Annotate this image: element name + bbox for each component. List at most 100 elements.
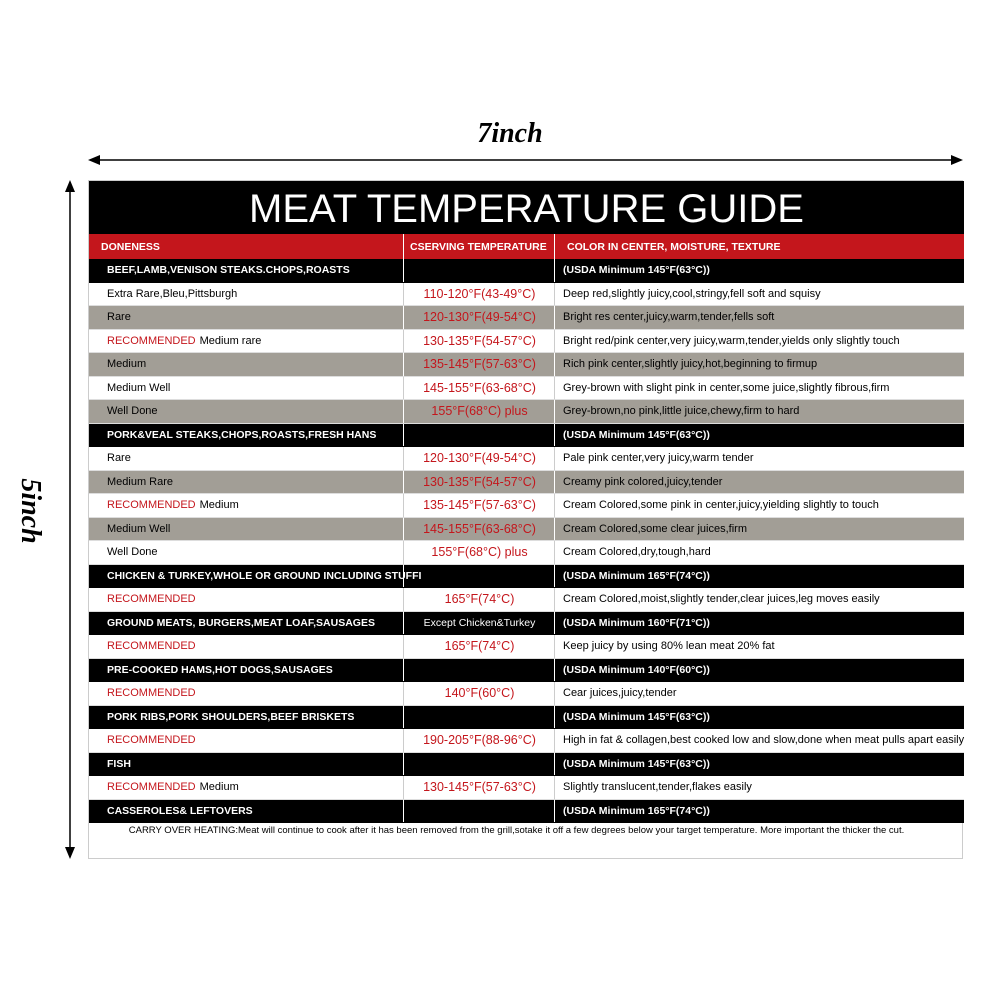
description-cell: Rich pink center,slightly juicy,hot,begi… [554, 353, 973, 376]
doneness-cell: Well Done [89, 400, 421, 423]
temperature-cell [403, 799, 555, 822]
temperature-cell: 120-130°F(49-54°C) [403, 306, 555, 329]
description-cell: Bright red/pink center,very juicy,warm,t… [554, 329, 973, 352]
table-row: RECOMMENDED Medium 130-145°F(57-63°C) Sligh… [89, 776, 964, 800]
doneness-cell: RECOMMENDED Medium rare [89, 330, 421, 353]
table-row: RECOMMENDED 190-205°F(88-96°C) High in fat… [89, 729, 964, 753]
table-row: Extra Rare,Bleu,Pittsburgh 110-120°F(43-4… [89, 282, 964, 306]
description-cell: Creamy pink colored,juicy,tender [554, 470, 973, 493]
doneness-text: Medium Well [107, 522, 171, 535]
doneness-cell: PRE-COOKED HAMS,HOT DOGS,SAUSAGES [89, 659, 421, 682]
description-cell: (USDA Minimum 145°F(63°C)) [554, 259, 973, 282]
doneness-cell: PORK&VEAL STEAKS,CHOPS,ROASTS,FRESH HANS [89, 424, 421, 447]
recommended-tag: RECOMMENDED [107, 593, 196, 606]
doneness-text: Medium rare [199, 334, 262, 347]
table-row: PRE-COOKED HAMS,HOT DOGS,SAUSAGES (USDA M… [89, 658, 964, 682]
table-row: Medium Well 145-155°F(63-68°C) Grey-brown … [89, 376, 964, 400]
temperature-cell [403, 658, 555, 681]
doneness-text: FISH [107, 757, 131, 770]
title: MEAT TEMPERATURE GUIDE [89, 181, 964, 234]
doneness-text: Rare [107, 452, 131, 465]
description-cell: Keep juicy by using 80% lean meat 20% fa… [554, 635, 973, 658]
table-row: RECOMMENDED 140°F(60°C) Cear juices,juicy,… [89, 682, 964, 706]
table-row: RECOMMENDED Medium 135-145°F(57-63°C) Cream… [89, 494, 964, 518]
doneness-cell: GROUND MEATS, BURGERS,MEAT LOAF,SAUSAGES [89, 612, 421, 635]
recommended-tag: RECOMMENDED [107, 687, 196, 700]
doneness-cell: Medium Well [89, 377, 421, 400]
height-label: 5inch [15, 478, 46, 544]
doneness-text: GROUND MEATS, BURGERS,MEAT LOAF,SAUSAGES [107, 616, 375, 629]
doneness-cell: RECOMMENDED [89, 588, 421, 611]
table-row: Medium Rare 130-135°F(54-57°C) Creamy pink… [89, 470, 964, 494]
description-cell: Cear juices,juicy,tender [554, 682, 973, 705]
table-row: BEEF,LAMB,VENISON STEAKS.CHOPS,ROASTS (US… [89, 259, 964, 283]
recommended-tag: RECOMMENDED [107, 781, 196, 794]
temperature-cell: 190-205°F(88-96°C) [403, 729, 555, 752]
width-label: 7inch [477, 118, 543, 149]
doneness-cell: Medium Well [89, 518, 421, 541]
doneness-text: Medium [199, 781, 239, 794]
header-row: DONENESS CSERVING TEMPERATURE COLOR IN CEN… [89, 234, 964, 259]
column-header: DONENESS [101, 240, 160, 253]
description-cell: (USDA Minimum 165°F(74°C)) [554, 564, 973, 587]
doneness-cell: Medium Rare [89, 471, 421, 494]
guide-table: MEAT TEMPERATURE GUIDE DONENESS CSERVING … [88, 180, 964, 859]
doneness-cell: CASSEROLES& LEFTOVERS [89, 800, 421, 823]
description-cell: Grey-brown,no pink,little juice,chewy,fi… [554, 400, 973, 423]
temperature-cell: 110-120°F(43-49°C) [403, 282, 555, 305]
description-cell: (USDA Minimum 145°F(63°C)) [554, 752, 973, 775]
description-cell: Cream Colored,dry,tough,hard [554, 541, 973, 564]
recommended-tag: RECOMMENDED [107, 499, 196, 512]
table-row: Rare 120-130°F(49-54°C) Pale pink center,v… [89, 447, 964, 471]
table-row: CASSEROLES& LEFTOVERS (USDA Minimum 165°F… [89, 799, 964, 823]
doneness-text: CASSEROLES& LEFTOVERS [107, 804, 253, 817]
doneness-text: Well Done [107, 405, 158, 418]
description-cell: (USDA Minimum 160°F(71°C)) [554, 611, 973, 634]
temperature-cell [403, 752, 555, 775]
doneness-text: Medium [199, 499, 239, 512]
temperature-cell: 165°F(74°C) [403, 588, 555, 611]
temperature-cell: 120-130°F(49-54°C) [403, 447, 555, 470]
temperature-cell: 155°F(68°C) plus [403, 541, 555, 564]
table-row: Medium Well 145-155°F(63-68°C) Cream Color… [89, 517, 964, 541]
temperature-cell: 135-145°F(57-63°C) [403, 353, 555, 376]
doneness-text: PRE-COOKED HAMS,HOT DOGS,SAUSAGES [107, 663, 333, 676]
description-cell: Cream Colored,some pink in center,juicy,… [554, 494, 973, 517]
description-cell: Bright res center,juicy,warm,tender,fell… [554, 306, 973, 329]
description-cell: Cream Colored,some clear juices,firm [554, 517, 973, 540]
doneness-cell: Extra Rare,Bleu,Pittsburgh [89, 283, 421, 306]
recommended-tag: RECOMMENDED [107, 640, 196, 653]
doneness-cell: CHICKEN & TURKEY,WHOLE OR GROUND INCLUDI… [89, 565, 421, 588]
table-row: RECOMMENDED 165°F(74°C) Cream Colored,mois… [89, 588, 964, 612]
doneness-cell: RECOMMENDED [89, 635, 421, 658]
doneness-text: Medium Well [107, 381, 171, 394]
recommended-tag: RECOMMENDED [107, 334, 196, 347]
column-header: CSERVING TEMPERATURE [403, 234, 561, 259]
doneness-cell: PORK RIBS,PORK SHOULDERS,BEEF BRISKETS [89, 706, 421, 729]
temperature-cell: 130-135°F(54-57°C) [403, 329, 555, 352]
table-row: Well Done 155°F(68°C) plus Cream Colored,d… [89, 541, 964, 565]
temperature-cell [403, 259, 555, 282]
doneness-text: Medium [107, 358, 147, 371]
column-header: COLOR IN CENTER, MOISTURE, TEXTURE [554, 234, 977, 259]
temperature-cell [403, 423, 555, 446]
description-cell: Deep red,slightly juicy,cool,stringy,fel… [554, 282, 973, 305]
doneness-text: PORK RIBS,PORK SHOULDERS,BEEF BRISKETS [107, 710, 355, 723]
description-cell: Grey-brown with slight pink in center,so… [554, 376, 973, 399]
description-cell: High in fat & collagen,best cooked low a… [554, 729, 973, 752]
description-cell: (USDA Minimum 145°F(63°C)) [554, 705, 973, 728]
description-cell: Pale pink center,very juicy,warm tender [554, 447, 973, 470]
temperature-cell [403, 564, 555, 587]
temperature-cell: Except Chicken&Turkey [403, 611, 555, 634]
table-row: PORK&VEAL STEAKS,CHOPS,ROASTS,FRESH HANS… [89, 423, 964, 447]
description-cell: (USDA Minimum 165°F(74°C)) [554, 799, 973, 822]
footer-note: CARRY OVER HEATING:Meat will continue to… [128, 825, 905, 836]
table-row: Rare 120-130°F(49-54°C) Bright res center,… [89, 306, 964, 330]
table-row: GROUND MEATS, BURGERS,MEAT LOAF,SAUSAGES… [89, 611, 964, 635]
temperature-cell: 155°F(68°C) plus [403, 400, 555, 423]
doneness-cell: RECOMMENDED [89, 682, 421, 705]
description-cell: (USDA Minimum 140°F(60°C)) [554, 658, 973, 681]
doneness-cell: RECOMMENDED [89, 729, 421, 752]
doneness-text: BEEF,LAMB,VENISON STEAKS.CHOPS,ROASTS [107, 264, 350, 277]
temperature-cell: 165°F(74°C) [403, 635, 555, 658]
